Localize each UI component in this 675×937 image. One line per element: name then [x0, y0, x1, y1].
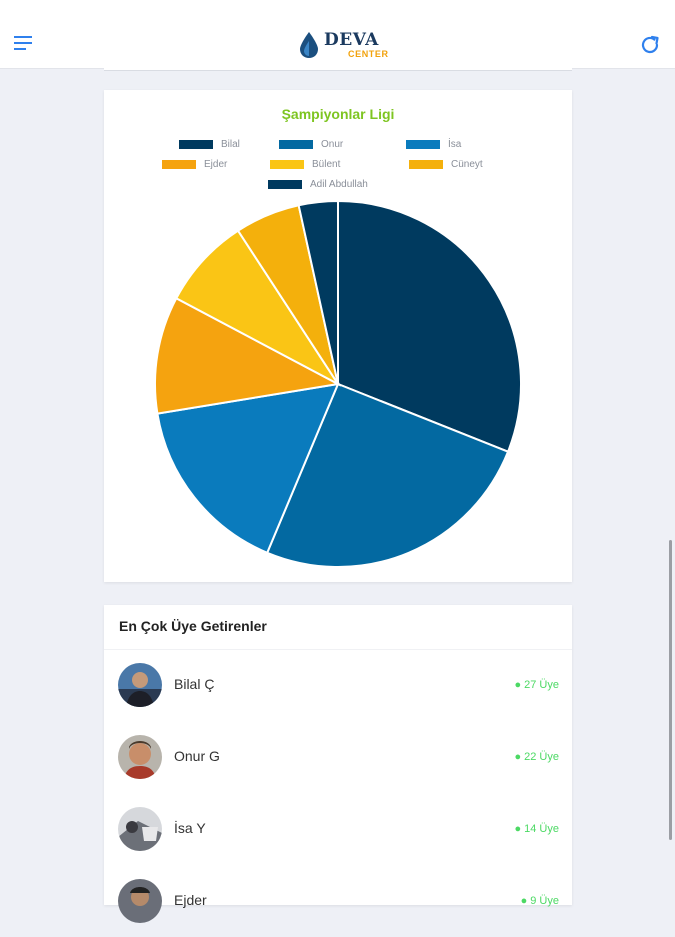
legend-item[interactable]: Bülent	[270, 158, 340, 170]
legend-swatch	[179, 139, 213, 149]
legend-item[interactable]: Bilal	[179, 138, 240, 150]
vertical-scrollbar[interactable]	[669, 540, 672, 840]
member-name: Ejder	[174, 892, 207, 908]
card-divider	[104, 649, 572, 650]
pie-chart	[154, 199, 522, 568]
hamburger-menu-icon[interactable]	[14, 35, 34, 51]
member-name: Onur G	[174, 748, 220, 764]
avatar	[118, 663, 162, 707]
legend-item[interactable]: Adil Abdullah	[268, 178, 368, 190]
legend-label: Onur	[321, 138, 344, 150]
member-row[interactable]: İsa Y ● 14 Üye	[104, 793, 572, 865]
legend-label: İsa	[448, 138, 462, 150]
member-row[interactable]: Bilal Ç ● 27 Üye	[104, 649, 572, 721]
pie-slice-1[interactable]	[265, 382, 510, 568]
legend-swatch	[409, 159, 443, 169]
member-name: Bilal Ç	[174, 676, 215, 692]
pie-chart-card: Şampiyonlar Ligi Bilal Onur İsa Ejder Bülent…	[104, 90, 572, 582]
top-recruiters-card: En Çok Üye Getirenler Bilal Ç ● 27 Üye O…	[104, 605, 572, 923]
logo-main-text: DEVA	[324, 29, 379, 50]
legend-swatch	[406, 139, 440, 149]
pie-slice-2[interactable]	[156, 382, 340, 555]
legend-item[interactable]: Onur	[279, 138, 343, 150]
avatar	[118, 735, 162, 779]
member-count: ● 27 Üye	[514, 679, 559, 691]
refresh-icon[interactable]	[639, 34, 661, 56]
pie-slice-4[interactable]	[174, 229, 341, 387]
pie-slice-6[interactable]	[297, 199, 339, 385]
chart-title: Şampiyonlar Ligi	[281, 106, 395, 122]
legend-swatch	[279, 139, 313, 149]
member-row[interactable]: Ejder ● 9 Üye	[104, 865, 572, 937]
legend-item[interactable]: Cüneyt	[409, 158, 483, 170]
water-drop-icon	[300, 32, 318, 58]
legend-label: Bilal	[221, 138, 240, 150]
legend-swatch	[268, 179, 302, 189]
member-count: ● 9 Üye	[520, 895, 559, 907]
legend-swatch	[162, 159, 196, 169]
legend-label: Bülent	[312, 158, 341, 170]
member-count: ● 14 Üye	[514, 823, 559, 835]
previous-card-edge	[104, 64, 572, 71]
avatar	[118, 807, 162, 851]
pie-slice-0[interactable]	[337, 199, 522, 454]
logo-sub-text: CENTER	[348, 48, 389, 59]
pie-slice-3[interactable]	[154, 296, 342, 415]
legend-label: Adil Abdullah	[310, 178, 368, 190]
member-name: İsa Y	[174, 820, 206, 836]
app-header: DEVA CENTER	[0, 0, 675, 69]
member-row[interactable]: Onur G ● 22 Üye	[104, 721, 572, 793]
legend-label: Cüneyt	[451, 158, 483, 170]
legend-swatch	[270, 159, 304, 169]
avatar	[118, 879, 162, 923]
legend-item[interactable]: İsa	[406, 138, 461, 150]
legend-label: Ejder	[204, 158, 228, 170]
legend-item[interactable]: Ejder	[162, 158, 227, 170]
app-logo: DEVA CENTER	[299, 30, 389, 60]
member-count: ● 22 Üye	[514, 751, 559, 763]
top-recruiters-title: En Çok Üye Getirenler	[119, 618, 267, 634]
